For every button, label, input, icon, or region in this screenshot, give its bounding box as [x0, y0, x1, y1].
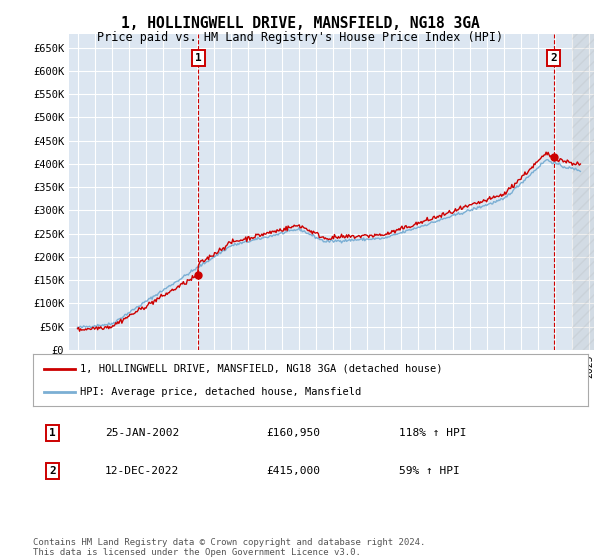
Text: £415,000: £415,000 [266, 466, 320, 476]
Text: Price paid vs. HM Land Registry's House Price Index (HPI): Price paid vs. HM Land Registry's House … [97, 31, 503, 44]
Text: 118% ↑ HPI: 118% ↑ HPI [400, 428, 467, 437]
Text: 2: 2 [551, 53, 557, 63]
Text: 59% ↑ HPI: 59% ↑ HPI [400, 466, 460, 476]
Text: 1, HOLLINGWELL DRIVE, MANSFIELD, NG18 3GA: 1, HOLLINGWELL DRIVE, MANSFIELD, NG18 3G… [121, 16, 479, 31]
Text: Contains HM Land Registry data © Crown copyright and database right 2024.
This d: Contains HM Land Registry data © Crown c… [33, 538, 425, 557]
Text: 1: 1 [194, 53, 202, 63]
Text: 12-DEC-2022: 12-DEC-2022 [105, 466, 179, 476]
Text: 25-JAN-2002: 25-JAN-2002 [105, 428, 179, 437]
Text: 2: 2 [49, 466, 56, 476]
Bar [572, 34, 594, 350]
Text: £160,950: £160,950 [266, 428, 320, 437]
Text: 1, HOLLINGWELL DRIVE, MANSFIELD, NG18 3GA (detached house): 1, HOLLINGWELL DRIVE, MANSFIELD, NG18 3G… [80, 364, 443, 374]
Text: 1: 1 [49, 428, 56, 437]
Text: HPI: Average price, detached house, Mansfield: HPI: Average price, detached house, Mans… [80, 386, 361, 396]
